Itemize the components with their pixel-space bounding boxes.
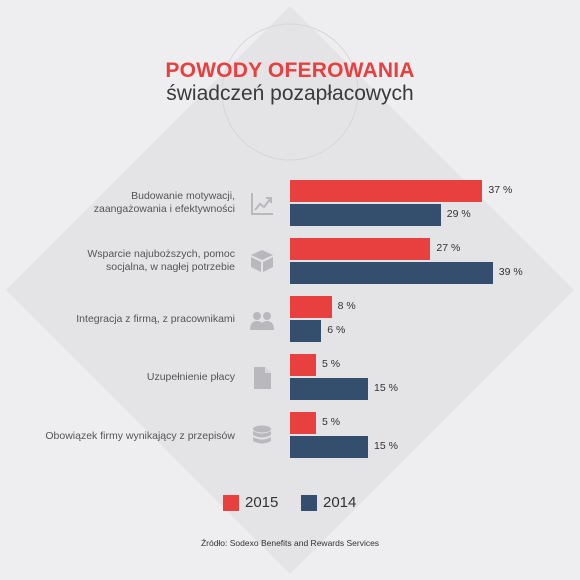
people-icon — [250, 312, 274, 330]
category-label-1-line1: Budowanie motywacji, — [131, 190, 235, 202]
legend-label-2014: 2014 — [323, 494, 357, 511]
legend-swatch-2014 — [301, 495, 317, 511]
database-icon — [253, 425, 271, 444]
value-label-2015-cat2: 27 % — [436, 242, 461, 254]
value-label-2014-cat4: 15 % — [374, 382, 398, 394]
value-label-2014-cat2: 39 % — [498, 266, 523, 278]
value-label-2015-cat4: 5 % — [322, 358, 341, 370]
category-label-2: Wsparcie najuboższych, pomoc socjalna, w… — [5, 248, 235, 274]
chart-title: POWODY OFEROWANIA — [165, 59, 415, 82]
source-note: Źródło: Sodexo Benefits and Rewards Serv… — [200, 538, 380, 548]
bar-2014-cat4 — [290, 378, 368, 400]
category-label-4: Uzupełnienie płacy — [5, 371, 235, 384]
bar-2015-cat5 — [290, 412, 316, 434]
growth-chart-icon — [251, 193, 273, 215]
chart-subtitle: świadczeń pozapłacowych — [166, 82, 414, 105]
category-label-5-line1: Obowiązek firmy wynikający z przepisów — [45, 430, 235, 442]
value-label-2015-cat3: 8 % — [337, 300, 356, 312]
background-circle — [221, 23, 359, 161]
category-label-1-line2: zaangażowania i efektywności — [93, 203, 235, 215]
background-diamond — [6, 6, 574, 574]
legend-label-2015: 2015 — [245, 494, 279, 511]
bar-2015-cat2 — [290, 238, 431, 260]
category-label-5: Obowiązek firmy wynikający z przepisów — [5, 430, 235, 443]
value-label-2015-cat5: 5 % — [322, 416, 341, 428]
bar-2014-cat2 — [290, 262, 493, 284]
bar-2014-cat3 — [290, 320, 322, 342]
category-label-3: Integracja z firmą, z pracownikami — [5, 313, 235, 326]
category-label-2-line2: socjalna, w nagłej potrzebie — [106, 261, 235, 273]
category-label-2-line1: Wsparcie najuboższych, pomoc — [87, 248, 235, 260]
value-label-2014-cat1: 29 % — [446, 208, 471, 220]
value-label-2014-cat3: 6 % — [327, 324, 346, 336]
document-icon — [254, 367, 271, 389]
bar-2015-cat1 — [290, 180, 483, 202]
box-icon — [251, 250, 273, 272]
bar-2014-cat5 — [290, 436, 368, 458]
legend-swatch-2015 — [223, 495, 239, 511]
value-label-2014-cat5: 15 % — [374, 440, 398, 452]
category-label-4-line1: Uzupełnienie płacy — [146, 371, 235, 383]
category-label-1: Budowanie motywacji, zaangażowania i efe… — [5, 190, 235, 216]
bar-2015-cat3 — [290, 296, 332, 318]
bar-2015-cat4 — [290, 354, 316, 376]
category-label-3-line1: Integracja z firmą, z pracownikami — [76, 313, 235, 325]
bar-2014-cat1 — [290, 204, 441, 226]
value-label-2015-cat1: 37 % — [488, 184, 513, 196]
